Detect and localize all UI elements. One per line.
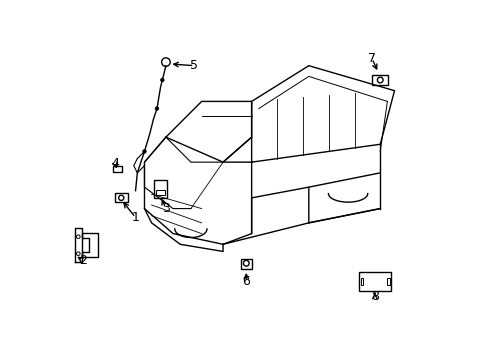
Bar (386, 278, 389, 285)
Bar (115, 193, 127, 202)
Bar (360, 278, 363, 285)
Text: 8: 8 (370, 289, 378, 303)
Text: 3: 3 (162, 202, 169, 215)
Bar (372, 75, 387, 85)
Text: 4: 4 (111, 157, 119, 170)
Text: 6: 6 (242, 275, 250, 288)
Text: 7: 7 (367, 52, 375, 65)
Text: 1: 1 (131, 211, 139, 224)
Bar (156, 190, 164, 195)
Bar (241, 258, 251, 269)
Text: 2: 2 (79, 254, 87, 267)
Text: 5: 5 (190, 59, 198, 72)
Circle shape (142, 150, 146, 153)
Circle shape (155, 107, 159, 111)
Circle shape (160, 78, 164, 82)
Bar (113, 166, 122, 172)
Bar (154, 180, 166, 198)
